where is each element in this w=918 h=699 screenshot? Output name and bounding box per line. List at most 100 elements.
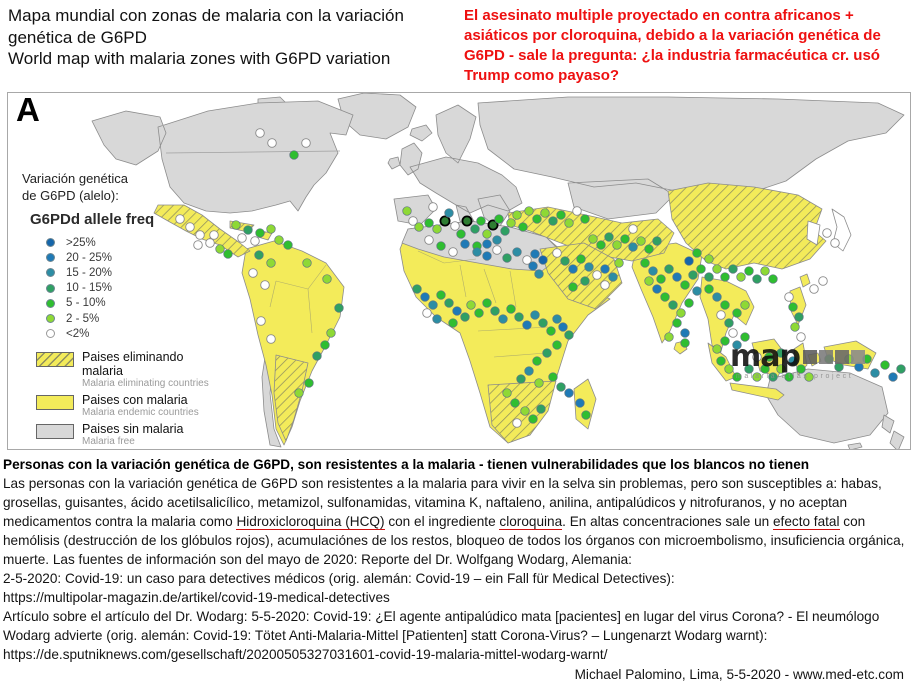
g6pd-dot	[428, 202, 438, 212]
g6pd-dot	[796, 332, 806, 342]
g6pd-dot	[600, 280, 610, 290]
g6pd-dot	[424, 235, 434, 245]
g6pd-dot	[237, 233, 247, 243]
g6pd-dot	[274, 235, 284, 245]
g6pd-dot	[652, 236, 662, 246]
legend-title-line1: Variación genética	[22, 171, 128, 186]
g6pd-dot	[558, 322, 568, 332]
world-map	[91, 93, 906, 449]
g6pd-dot	[636, 236, 646, 246]
g6pd-dot	[768, 274, 778, 284]
g6pd-dot	[482, 239, 492, 249]
g6pd-dot	[231, 220, 241, 230]
g6pd-dot	[522, 320, 532, 330]
watermark-square	[850, 350, 865, 364]
g6pd-dot	[195, 230, 205, 240]
g6pd-dot	[740, 300, 750, 310]
world-map-panel: A	[7, 91, 911, 450]
g6pd-dot	[760, 364, 770, 374]
g6pd-dot	[510, 398, 520, 408]
g6pd-dot	[732, 340, 742, 350]
g6pd-dot	[289, 150, 299, 160]
g6pd-dot	[223, 249, 233, 259]
g6pd-dot	[614, 258, 624, 268]
g6pd-dot	[472, 247, 482, 257]
g6pd-dot	[575, 398, 585, 408]
underlined-term: Hidroxicloroquina (HCQ)	[236, 514, 385, 530]
watermark-square	[802, 350, 817, 364]
g6pd-dot	[652, 284, 662, 294]
border-us-canada	[165, 150, 341, 154]
g6pd-dot	[320, 340, 330, 350]
g6pd-dot	[260, 280, 270, 290]
g6pd-dot	[788, 356, 798, 366]
g6pd-dot	[254, 250, 264, 260]
region-russia	[477, 96, 905, 220]
g6pd-dot	[512, 247, 522, 257]
g6pd-dot	[712, 264, 722, 274]
g6pd-dot	[444, 298, 454, 308]
freq-legend-row: 15 - 20%	[46, 265, 222, 280]
g6pd-dot	[546, 326, 556, 336]
g6pd-dot	[304, 378, 314, 388]
g6pd-dot	[466, 300, 476, 310]
g6pd-dot	[267, 138, 277, 148]
article-text: Personas con la variación genética de G6…	[0, 450, 918, 684]
g6pd-dot	[644, 244, 654, 254]
g6pd-dot	[283, 240, 293, 250]
page-title-en: World map with malaria zones with G6PD v…	[8, 49, 391, 68]
area-label-es: Paises eliminando malaria	[82, 350, 184, 379]
g6pd-dot	[672, 318, 682, 328]
malaria-atlas-watermark: map malaria atlas project	[730, 342, 865, 380]
g6pd-dot	[514, 312, 524, 322]
g6pd-dot	[482, 251, 492, 261]
freq-class-label: 5 - 10%	[66, 297, 106, 310]
g6pd-dot	[524, 206, 534, 216]
g6pd-dot	[294, 388, 304, 398]
g6pd-dot	[764, 352, 774, 362]
g6pd-dot	[728, 264, 738, 274]
legend-subtitle: G6PDd allele freq	[30, 211, 155, 228]
g6pd-dot	[804, 372, 814, 382]
g6pd-dot	[502, 253, 512, 263]
area-swatch-icon	[36, 352, 74, 368]
g6pd-dot	[568, 264, 578, 274]
g6pd-dot	[660, 292, 670, 302]
g6pd-dot	[534, 378, 544, 388]
g6pd-dot	[732, 308, 742, 318]
g6pd-dot	[439, 215, 451, 227]
g6pd-dot	[185, 222, 195, 232]
g6pd-dot	[796, 364, 806, 374]
g6pd-dot	[704, 284, 714, 294]
freq-dot-icon	[46, 253, 55, 263]
g6pd-dot	[450, 221, 460, 231]
freq-class-label: >25%	[66, 236, 96, 249]
underlined-term: cloroquina	[499, 514, 563, 530]
g6pd-dot	[530, 310, 540, 320]
g6pd-dot	[548, 372, 558, 382]
g6pd-dot	[664, 264, 674, 274]
g6pd-dot	[512, 418, 522, 428]
g6pd-dot	[460, 239, 470, 249]
g6pd-dot	[588, 234, 598, 244]
g6pd-dot	[572, 206, 582, 216]
area-label-en: Malaria eliminating countries	[82, 378, 209, 390]
g6pd-dot	[512, 210, 522, 220]
g6pd-dot	[432, 314, 442, 324]
area-legend-row: Paises con malaria Malaria endemic countr…	[36, 393, 222, 418]
g6pd-dot	[776, 364, 786, 374]
g6pd-dot	[704, 254, 714, 264]
freq-dot-icon	[46, 268, 55, 278]
g6pd-dot	[822, 228, 832, 238]
g6pd-dot	[676, 308, 686, 318]
country-borders	[269, 250, 549, 358]
g6pd-dot	[684, 298, 694, 308]
g6pd-dot	[752, 372, 762, 382]
g6pd-dot	[592, 270, 602, 280]
source-line-2: Artículo sobre el artículo del Dr. Wodar…	[3, 609, 880, 662]
g6pd-dot	[788, 302, 798, 312]
g6pd-dot	[500, 226, 510, 236]
freq-class-label: 15 - 20%	[66, 266, 113, 279]
g6pd-dot	[528, 414, 538, 424]
g6pd-dot	[524, 366, 534, 376]
